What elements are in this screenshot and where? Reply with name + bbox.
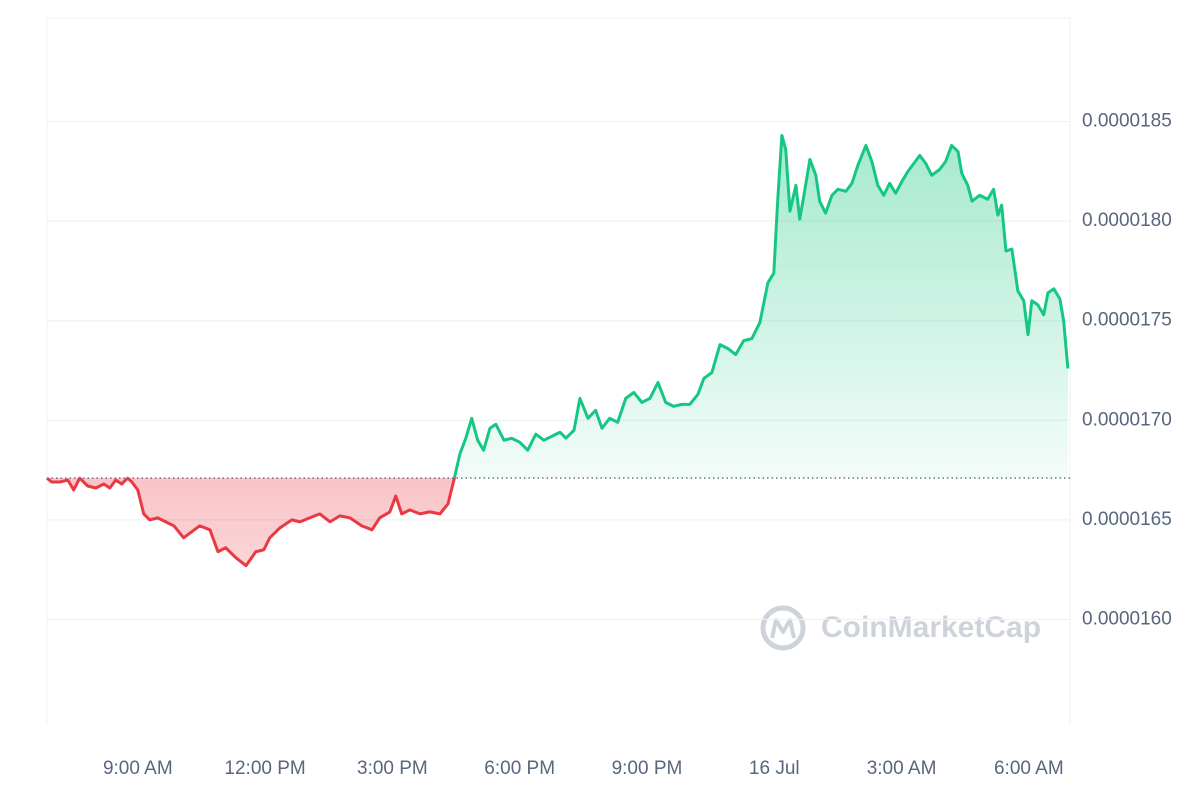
- y-tick-label: 0.0000170: [1082, 409, 1172, 430]
- x-tick-label: 3:00 PM: [357, 758, 428, 779]
- y-tick-label: 0.0000160: [1082, 608, 1172, 629]
- watermark: CoinMarketCap: [760, 605, 1041, 651]
- x-tick-label: 3:00 AM: [867, 758, 937, 779]
- watermark-logo: [760, 605, 806, 651]
- x-tick-label: 6:00 PM: [484, 758, 555, 779]
- x-tick-label: 16 Jul: [749, 758, 800, 779]
- x-tick-label: 9:00 AM: [103, 758, 173, 779]
- y-tick-label: 0.0000180: [1082, 210, 1172, 231]
- price-line: [46, 134, 1070, 568]
- y-tick-label: 0.0000175: [1082, 310, 1172, 331]
- x-tick-label: 12:00 PM: [224, 758, 305, 779]
- y-tick-label: 0.0000185: [1082, 111, 1172, 132]
- y-tick-label: 0.0000165: [1082, 509, 1172, 530]
- x-tick-label: 9:00 PM: [612, 758, 683, 779]
- watermark-logo-mark: [770, 618, 796, 639]
- price-area: [47, 135, 1068, 566]
- x-tick-label: 6:00 AM: [994, 758, 1064, 779]
- watermark-text: CoinMarketCap: [821, 611, 1041, 644]
